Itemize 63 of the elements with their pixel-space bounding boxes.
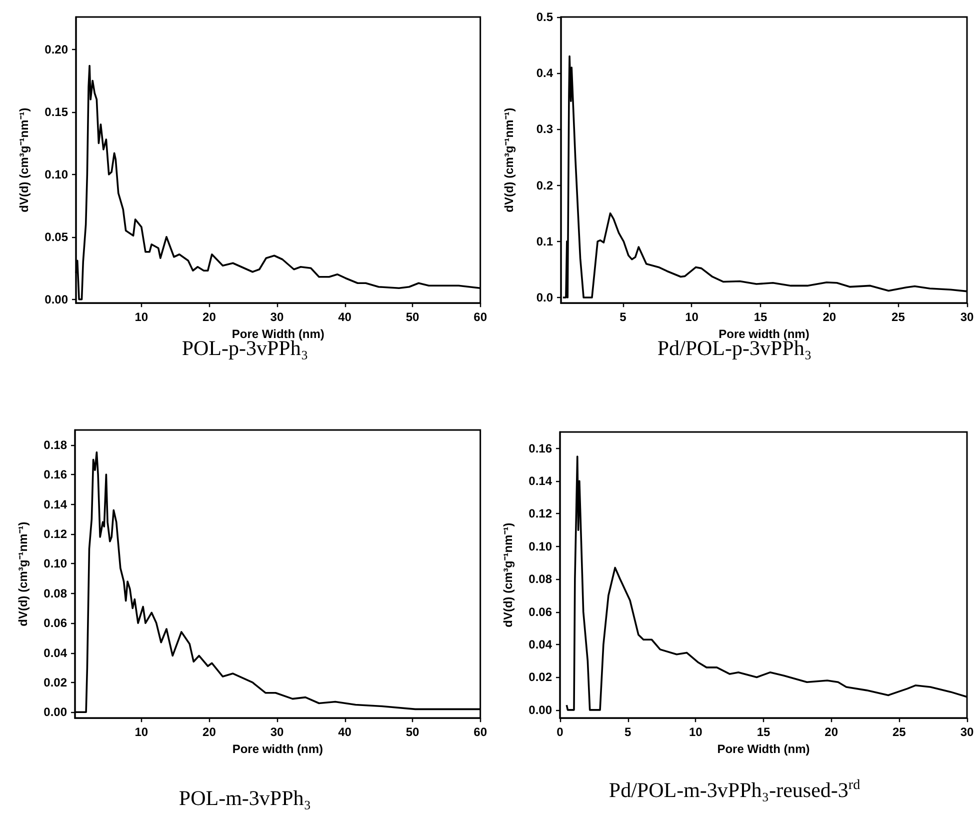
x-tick-label: 30: [270, 310, 284, 324]
y-tick-label: 0.14: [528, 474, 552, 488]
y-tick-label: 0.10: [44, 556, 68, 571]
y-tick-label: 0.12: [528, 506, 552, 521]
text: Pd/POL-m-3vPPh₃-reused-3$^{rd}$: [608, 778, 862, 803]
x-tick-label: 40: [338, 725, 352, 740]
x-tick-label: 10: [134, 725, 148, 740]
x-tick-label: 50: [406, 310, 420, 324]
y-tick-label: 0.06: [528, 604, 552, 619]
y-tick-label: 0.10: [528, 539, 552, 554]
x-tick-label: 30: [960, 310, 974, 324]
x-tick-label: 20: [202, 725, 216, 740]
y-tick-label: 0.4: [536, 66, 554, 80]
y-tick-label: 0.02: [44, 675, 68, 690]
y-tick-label: 0.16: [44, 468, 68, 482]
x-tick-label: 40: [338, 310, 352, 324]
y-tick-label: 0.16: [528, 441, 552, 456]
x-tick-label: 30: [960, 725, 974, 740]
x-tick-label: 60: [474, 725, 488, 740]
y-tick-label: 0.04: [44, 646, 68, 660]
y-tick-label: 0.04: [528, 638, 552, 652]
y-tick-label: 0.20: [44, 42, 68, 56]
x-tick-label: 5: [620, 310, 627, 324]
y-tick-label: 0.15: [44, 104, 68, 119]
y-tick-label: 0.12: [44, 526, 68, 541]
x-axis-title: Pore width (nm): [232, 742, 323, 756]
x-tick-label: 25: [892, 310, 906, 324]
y-tick-label: 0.2: [536, 178, 554, 192]
y-tick-label: 0.06: [44, 616, 68, 630]
y-tick-label: 0.05: [44, 230, 68, 244]
y-tick-label: 0.08: [44, 586, 68, 600]
y-tick-label: 0.08: [528, 572, 552, 586]
x-tick-label: 30: [270, 725, 284, 740]
x-tick-label: 20: [202, 310, 216, 324]
x-tick-label: 15: [756, 725, 770, 740]
x-tick-label: 0: [556, 725, 564, 740]
x-tick-label: 5: [624, 725, 632, 740]
y-tick-label: 0.18: [44, 438, 68, 452]
y-tick-label: 0.14: [44, 497, 68, 512]
y-tick-label: 0.1: [536, 234, 554, 248]
y-tick-label: 0.00: [528, 702, 552, 717]
y-tick-label: 0.0: [536, 290, 554, 304]
y-tick-label: 0.02: [528, 670, 552, 684]
y-tick-label: 0.10: [44, 167, 68, 182]
y-tick-label: 0.00: [44, 705, 68, 720]
x-tick-label: 25: [892, 725, 906, 740]
x-tick-label: 10: [134, 310, 148, 324]
x-tick-label: 20: [822, 310, 836, 324]
x-tick-label: 50: [406, 725, 420, 740]
x-tick-label: 10: [685, 310, 699, 324]
x-tick-label: 15: [754, 310, 768, 324]
y-axis-title: dV(d) (cm³g⁻¹nm⁻¹): [502, 108, 516, 212]
y-axis-title: dV(d) (cm³g⁻¹nm⁻¹): [17, 108, 31, 212]
y-tick-label: 0.5: [536, 10, 554, 24]
x-tick-label: 10: [688, 725, 703, 740]
y-axis-title: dV(d) (cm³g⁻¹nm⁻¹): [501, 522, 515, 628]
y-axis-title: dV(d) (cm³g⁻¹nm⁻¹): [16, 522, 30, 626]
x-tick-label: 20: [824, 725, 838, 740]
y-tick-label: 0.3: [536, 122, 554, 136]
y-tick-label: 0.00: [44, 292, 68, 306]
x-tick-label: 60: [474, 310, 488, 324]
x-axis-title: Pore Width (nm): [717, 742, 810, 756]
text: POL-m-3vPPh₃: [178, 786, 312, 811]
